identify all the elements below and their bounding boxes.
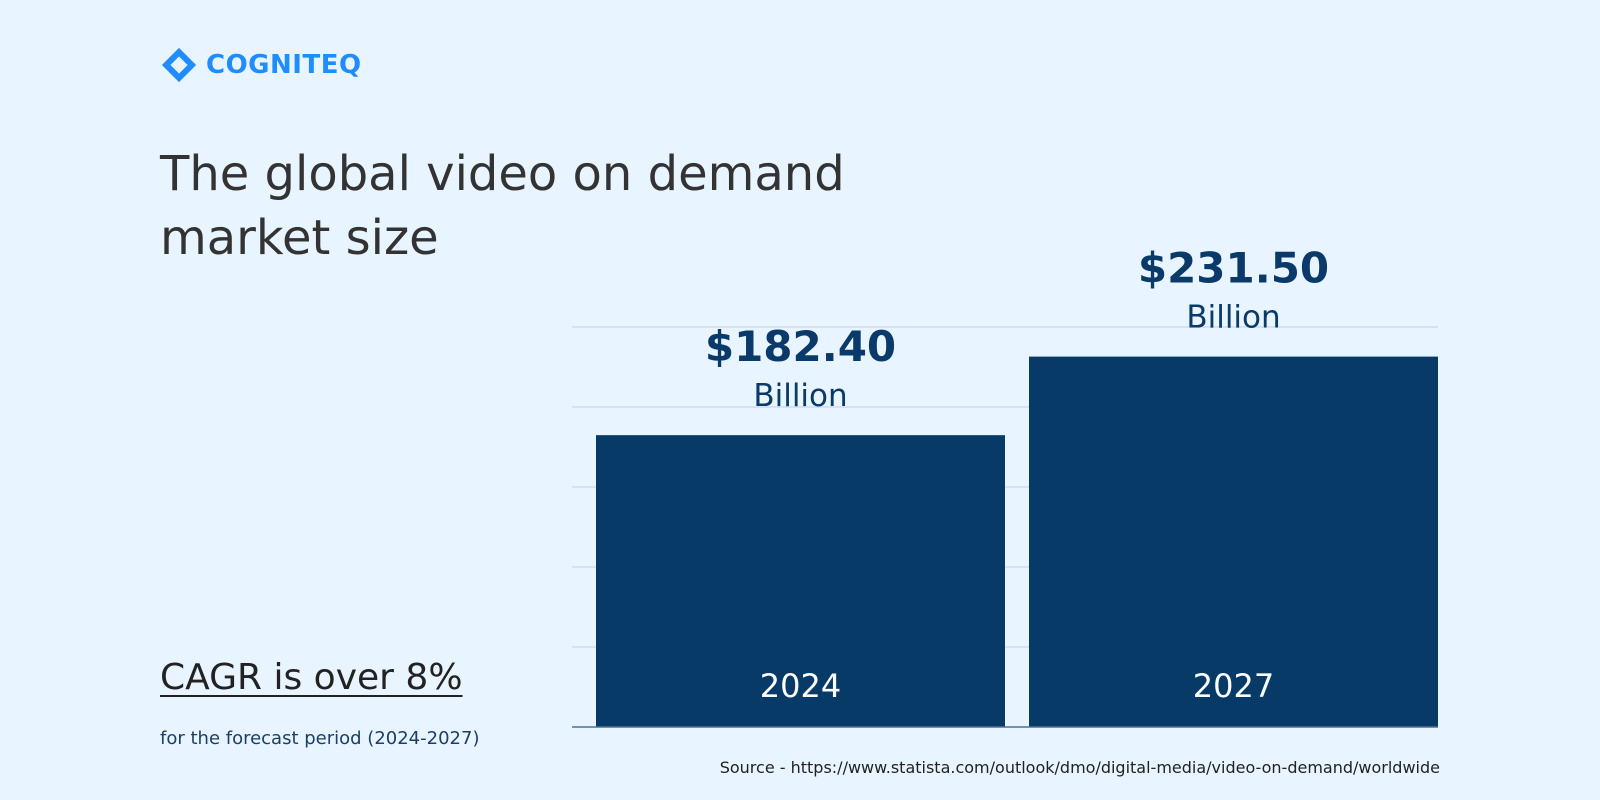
- unit-label: Billion: [753, 378, 847, 414]
- unit-label: Billion: [1186, 300, 1280, 336]
- category-label: 2024: [760, 667, 841, 705]
- brand-name: COGNITEQ: [206, 50, 362, 80]
- category-label: 2027: [1193, 667, 1274, 705]
- page-title: The global video on demand market size: [160, 146, 845, 266]
- source-note: Source - https://www.statista.com/outloo…: [719, 758, 1440, 777]
- value-label: $182.40: [705, 322, 896, 371]
- bars: [572, 356, 1438, 728]
- value-label: $231.50: [1138, 244, 1329, 293]
- cogniteq-logo-icon: [161, 47, 197, 83]
- bar-2027: [1029, 356, 1438, 727]
- brand-logo: COGNITEQ: [160, 46, 362, 84]
- forecast-period-note: for the forecast period (2024-2027): [160, 728, 480, 749]
- bar-2024: [596, 435, 1005, 727]
- bar-labels: $182.40 Billion 2024 $231.50 Billion 2027: [705, 244, 1329, 705]
- cagr-heading: CAGR is over 8%: [160, 657, 463, 698]
